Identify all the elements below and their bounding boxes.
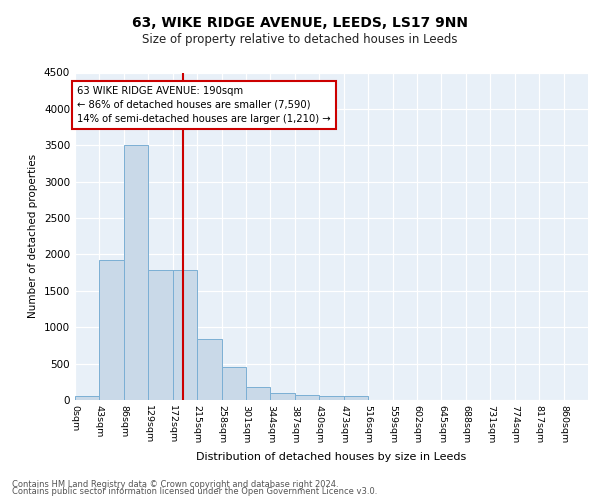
X-axis label: Distribution of detached houses by size in Leeds: Distribution of detached houses by size … <box>196 452 467 462</box>
Bar <box>271 392 295 400</box>
Bar <box>75 396 100 400</box>
Bar <box>221 367 246 400</box>
Bar <box>148 270 173 400</box>
Bar <box>124 146 148 400</box>
Bar <box>295 396 319 400</box>
Text: 63, WIKE RIDGE AVENUE, LEEDS, LS17 9NN: 63, WIKE RIDGE AVENUE, LEEDS, LS17 9NN <box>132 16 468 30</box>
Text: 63 WIKE RIDGE AVENUE: 190sqm
← 86% of detached houses are smaller (7,590)
14% of: 63 WIKE RIDGE AVENUE: 190sqm ← 86% of de… <box>77 86 331 124</box>
Bar <box>197 339 221 400</box>
Text: Contains public sector information licensed under the Open Government Licence v3: Contains public sector information licen… <box>12 487 377 496</box>
Bar <box>173 270 197 400</box>
Bar <box>246 388 271 400</box>
Text: Contains HM Land Registry data © Crown copyright and database right 2024.: Contains HM Land Registry data © Crown c… <box>12 480 338 489</box>
Bar <box>319 396 344 400</box>
Text: Size of property relative to detached houses in Leeds: Size of property relative to detached ho… <box>142 32 458 46</box>
Bar <box>100 260 124 400</box>
Y-axis label: Number of detached properties: Number of detached properties <box>28 154 38 318</box>
Bar <box>344 396 368 400</box>
